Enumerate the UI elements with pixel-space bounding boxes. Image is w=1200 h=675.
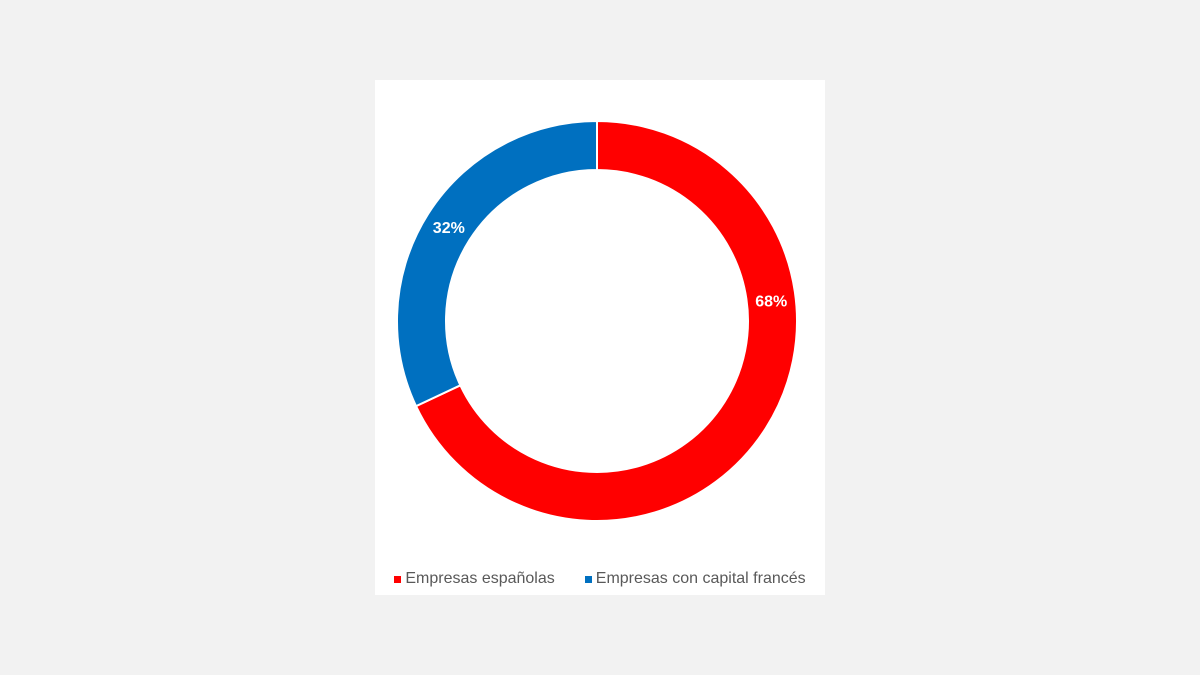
- chart-card: 68% 32% Empresas españolas Empresas con c…: [375, 80, 825, 595]
- data-label: 68%: [755, 293, 787, 310]
- legend-swatch: [584, 575, 592, 583]
- donut-slice: [414, 119, 798, 522]
- donut-chart: 68% 32%: [396, 119, 798, 522]
- legend-label: Empresas españolas: [405, 570, 555, 587]
- legend: Empresas españolas Empresas con capital …: [375, 570, 825, 588]
- data-label: 32%: [433, 220, 465, 237]
- legend-item-frances: Empresas con capital francés: [584, 570, 806, 588]
- legend-item-espanolas: Empresas españolas: [394, 570, 555, 588]
- donut-slice: [396, 119, 598, 408]
- legend-swatch: [394, 575, 402, 583]
- legend-label: Empresas con capital francés: [595, 570, 806, 587]
